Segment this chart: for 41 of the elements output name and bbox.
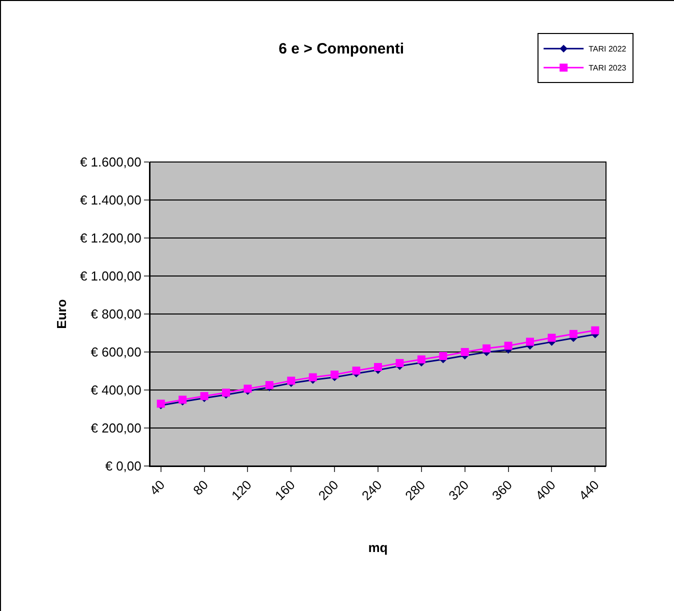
x-tick-label: 160 <box>272 477 298 504</box>
legend-label: TARI 2023 <box>588 64 627 73</box>
point <box>504 342 512 350</box>
x-tick-label: 400 <box>532 477 558 504</box>
x-axis-title: mq <box>368 540 388 555</box>
point <box>439 352 448 360</box>
point <box>569 330 578 338</box>
point <box>417 355 426 364</box>
y-tick-label: € 0,00 <box>105 458 142 474</box>
x-tick-label: 280 <box>402 477 428 504</box>
point <box>396 359 404 368</box>
point <box>548 334 556 342</box>
x-tick-label: 320 <box>446 477 472 504</box>
point <box>352 366 360 375</box>
point <box>460 348 469 356</box>
y-tick-label: € 1.000,00 <box>80 268 142 284</box>
x-tick-label: 80 <box>190 477 212 498</box>
y-tick-label: € 1.400,00 <box>80 192 142 208</box>
y-tick-label: € 800,00 <box>90 306 142 322</box>
point <box>526 338 534 346</box>
point <box>244 384 252 393</box>
y-tick-label: € 200,00 <box>90 420 142 436</box>
chart-title: 6 e > Componenti <box>278 40 404 58</box>
x-tick-label: 40 <box>146 477 168 498</box>
point <box>287 376 296 385</box>
y-tick-label: € 400,00 <box>90 382 142 398</box>
point <box>374 363 382 372</box>
point <box>591 326 600 334</box>
y-tick-label: € 1.600,00 <box>80 154 142 170</box>
point <box>482 344 491 352</box>
y-axis-title: Euro <box>54 299 69 329</box>
y-tick-label: € 1.200,00 <box>80 230 142 246</box>
x-tick-label: 120 <box>228 477 254 504</box>
y-tick-label: € 600,00 <box>90 344 142 360</box>
x-tick-label: 200 <box>315 477 342 504</box>
point <box>308 373 317 382</box>
x-tick-label: 440 <box>576 477 602 504</box>
legend-label: TARI 2022 <box>588 44 627 54</box>
x-tick-label: 360 <box>489 477 516 504</box>
x-tick-label: 240 <box>358 477 385 504</box>
point <box>330 370 339 379</box>
